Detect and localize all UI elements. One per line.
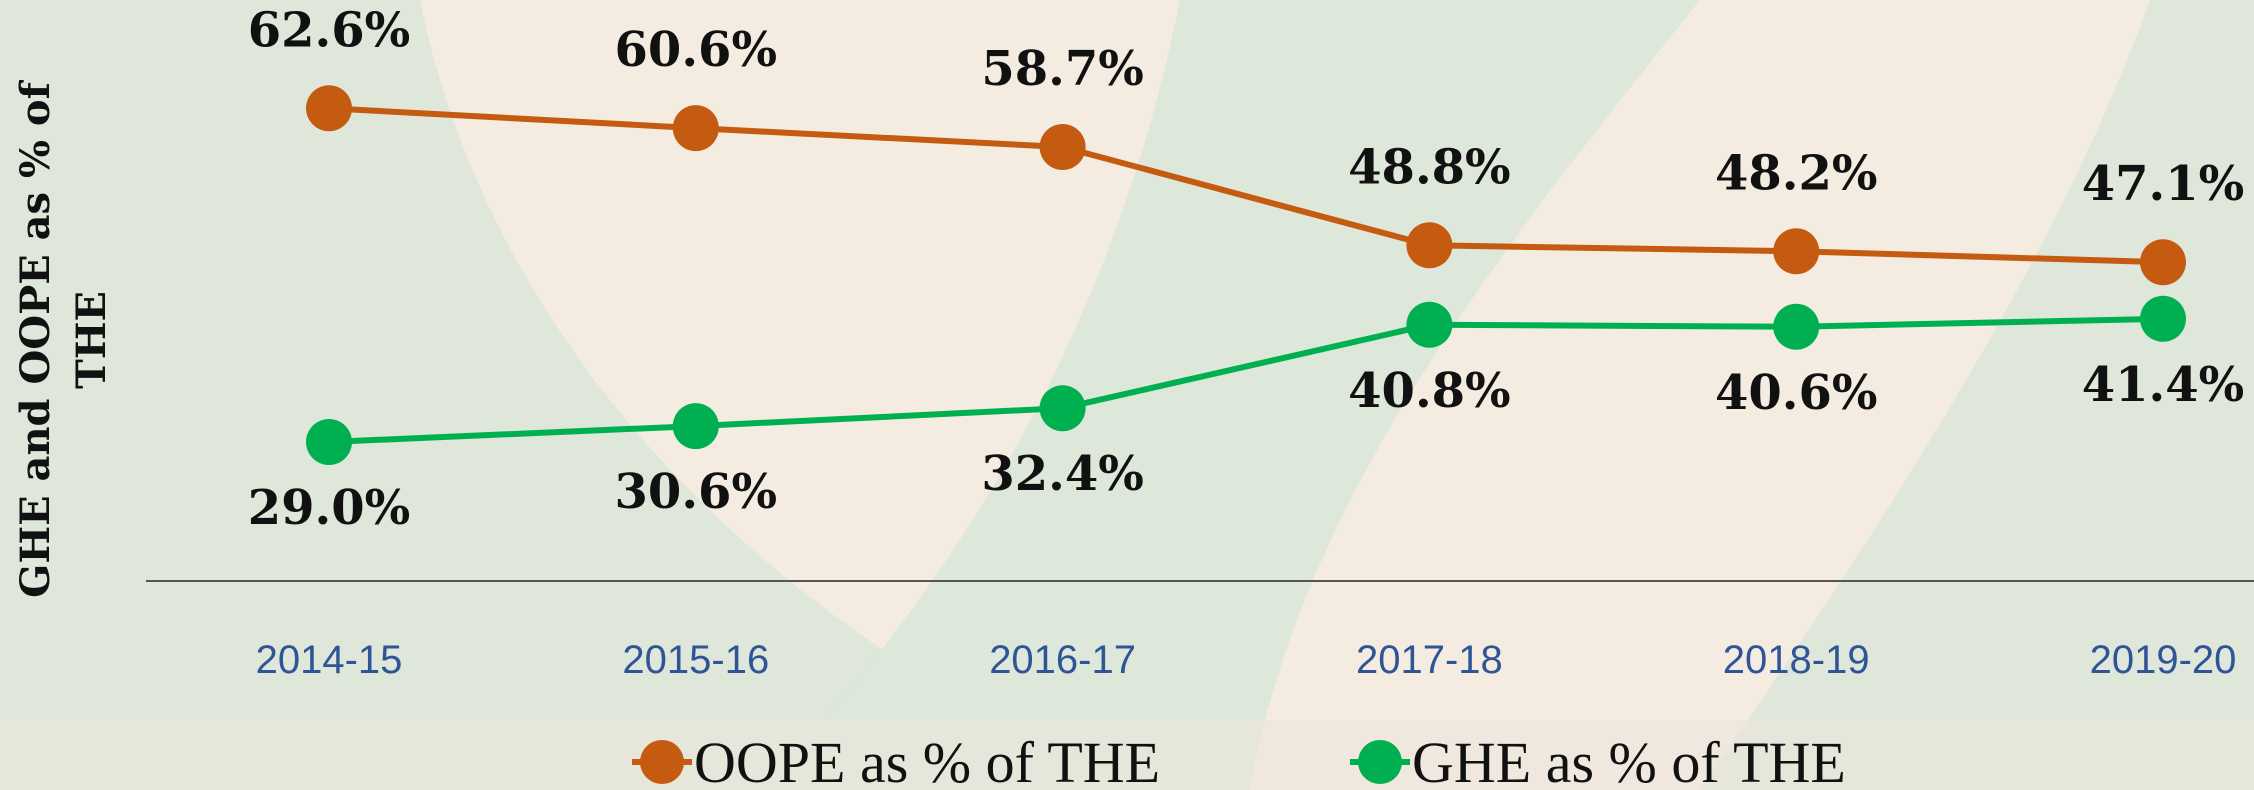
data-label: 30.6% — [615, 464, 778, 520]
data-point — [2140, 239, 2186, 285]
data-point — [673, 105, 719, 151]
data-point — [673, 403, 719, 449]
page: 2014-15 2015-16 2016-17 2017-18 2018-19 2019-… — [0, 0, 2254, 790]
x-tick-label: 2015-16 — [622, 638, 769, 682]
data-point — [2140, 296, 2186, 342]
data-point — [1040, 385, 1086, 431]
legend-label: OOPE as % of THE — [694, 730, 1160, 790]
data-label: 48.8% — [1348, 139, 1511, 195]
data-label: 48.2% — [1715, 145, 1878, 201]
data-label: 40.6% — [1715, 365, 1878, 421]
x-tick-label: 2016-17 — [989, 638, 1136, 682]
data-label: 47.1% — [2082, 156, 2245, 212]
data-label: 58.7% — [981, 41, 1144, 97]
x-tick-label: 2014-15 — [256, 638, 403, 682]
data-point — [1773, 228, 1819, 274]
data-point — [1773, 304, 1819, 350]
data-label: 32.4% — [981, 446, 1144, 502]
data-point — [1406, 222, 1452, 268]
legend-label: GHE as % of THE — [1412, 730, 1846, 790]
data-label: 62.6% — [248, 2, 411, 58]
data-point — [306, 419, 352, 465]
legend-marker — [1358, 740, 1402, 784]
legend-marker — [640, 740, 684, 784]
x-tick-label: 2018-19 — [1723, 638, 1870, 682]
y-axis-label: GHE and OOPE as % of THE — [8, 60, 118, 620]
x-tick-label: 2019-20 — [2090, 638, 2237, 682]
data-point — [306, 85, 352, 131]
data-point — [1040, 124, 1086, 170]
data-label: 40.8% — [1348, 363, 1511, 419]
x-tick-label: 2017-18 — [1356, 638, 1503, 682]
data-label: 60.6% — [615, 22, 778, 78]
data-label: 29.0% — [248, 480, 411, 536]
data-label: 41.4% — [2082, 357, 2245, 413]
chart: 2014-15 2015-16 2016-17 2017-18 2018-19 2019-… — [0, 0, 2254, 790]
data-point — [1406, 302, 1452, 348]
